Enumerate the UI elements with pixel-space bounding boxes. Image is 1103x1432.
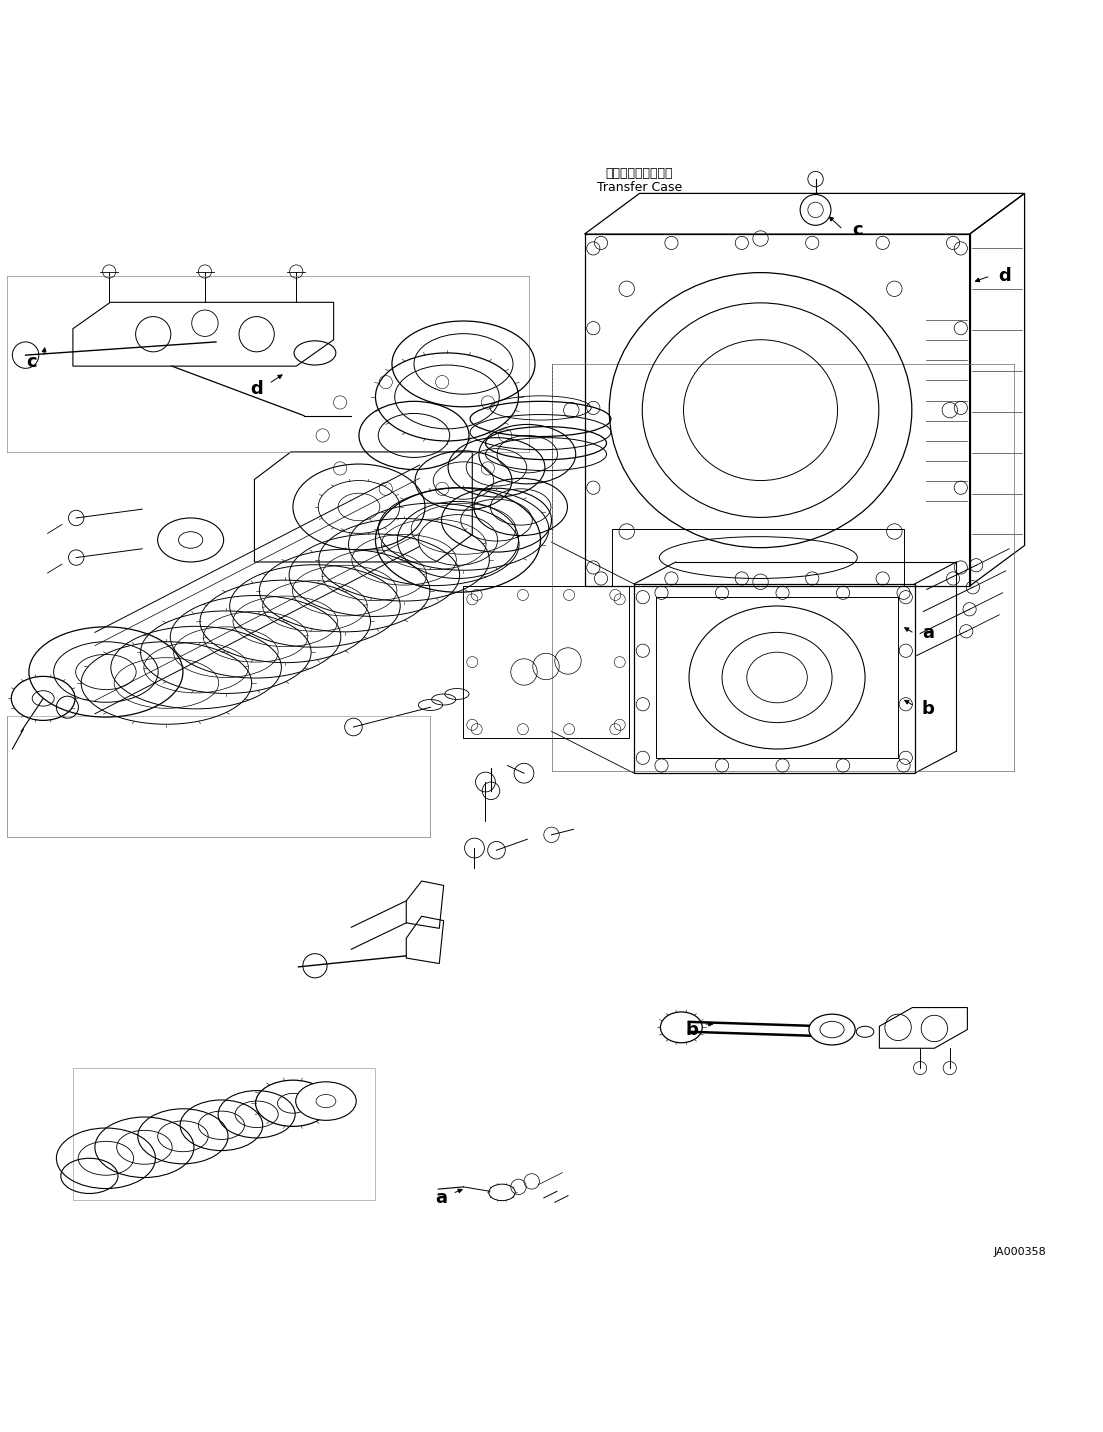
- Text: a: a: [922, 624, 934, 643]
- Text: JA000358: JA000358: [994, 1247, 1047, 1257]
- Text: Transfer Case: Transfer Case: [597, 182, 682, 195]
- Text: b: b: [686, 1021, 699, 1038]
- Text: c: c: [852, 221, 863, 239]
- Text: トランスファケース: トランスファケース: [606, 168, 673, 180]
- Ellipse shape: [158, 518, 224, 561]
- Ellipse shape: [296, 1081, 356, 1120]
- Text: d: d: [250, 381, 263, 398]
- Text: c: c: [25, 352, 36, 371]
- Circle shape: [800, 195, 831, 225]
- Text: a: a: [436, 1189, 448, 1207]
- Ellipse shape: [808, 1014, 855, 1045]
- Text: d: d: [998, 266, 1011, 285]
- Text: b: b: [921, 700, 934, 719]
